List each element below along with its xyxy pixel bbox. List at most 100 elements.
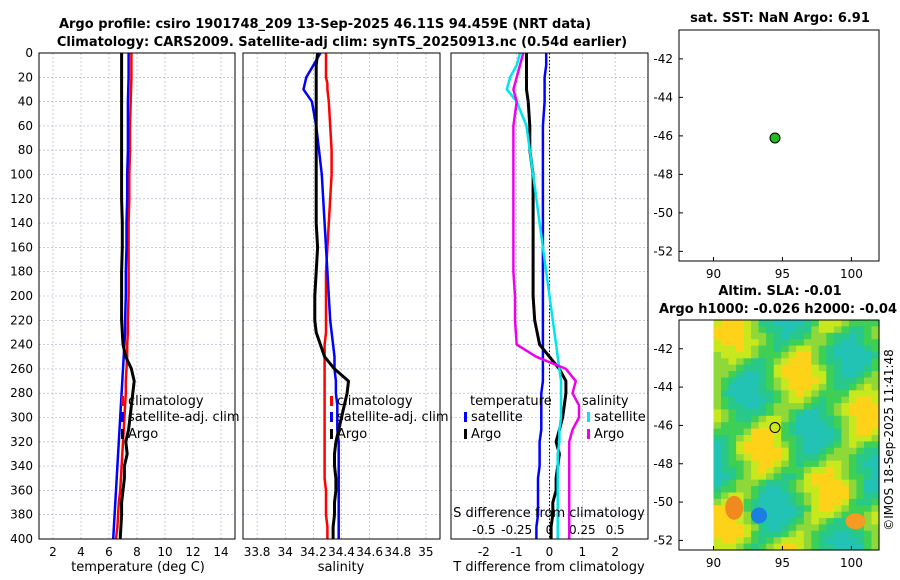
sla-cell [728, 479, 737, 487]
sla-cell [713, 537, 722, 545]
sla-cell [751, 441, 760, 449]
sla-cell [736, 409, 745, 417]
sla-cell [766, 543, 775, 551]
sla-cell [713, 326, 722, 334]
sla-cell [811, 396, 820, 404]
sla-cell [818, 466, 827, 474]
sla-cell [758, 383, 767, 391]
difference-xlabel: T difference from climatology [452, 560, 645, 575]
sla-cell [766, 351, 775, 359]
sla-cell [773, 473, 782, 481]
sla-cell [803, 358, 812, 366]
sla-cell [773, 403, 782, 411]
sla-cell [766, 454, 775, 462]
argo-float-marker [769, 132, 781, 144]
sla-cell [826, 403, 835, 411]
depth-tick-label: 140 [10, 216, 33, 230]
x-tick-label: 34.2 [300, 545, 327, 559]
series-argo [118, 53, 136, 540]
sla-cell [743, 371, 752, 379]
sla-cell [841, 460, 850, 468]
sla-cell [721, 371, 730, 379]
sla-cell [841, 454, 850, 462]
sla-cell [713, 358, 722, 366]
sla-cell [803, 364, 812, 372]
sla-cell [766, 415, 775, 423]
sla-cell [864, 364, 873, 372]
legend-swatch-s-satellite [587, 412, 590, 422]
sla-cell [803, 383, 812, 391]
depth-tick-label: 320 [10, 435, 33, 449]
sla-cell [758, 396, 767, 404]
sla-cell [736, 441, 745, 449]
legend-satellite-adj: satellite-adj. clim [128, 410, 240, 425]
sla-cell [788, 537, 797, 545]
map-y-tick-label: -46 [653, 129, 673, 143]
sla-cell [803, 396, 812, 404]
sla-cell [803, 320, 812, 327]
sla-cell [811, 332, 820, 340]
sla-cell [736, 422, 745, 430]
sla-cell [864, 403, 873, 411]
sla-cell [826, 383, 835, 391]
sla-cell [736, 530, 745, 538]
depth-tick-label: 180 [10, 265, 33, 279]
sla-cell [833, 518, 842, 526]
sla-cell [826, 505, 835, 513]
sla-cell [758, 403, 767, 411]
sla-cell [766, 466, 775, 474]
sla-cell [751, 396, 760, 404]
map-x-tick-label: 90 [706, 267, 721, 281]
sla-cell [713, 435, 722, 442]
sla-cell [713, 454, 722, 462]
sla-cell [773, 364, 782, 372]
x-tick-label: 4 [77, 545, 85, 559]
sla-cell [833, 447, 842, 455]
sla-cell [803, 492, 812, 500]
sla-cell [871, 454, 880, 462]
sla-cell [713, 364, 722, 372]
sla-cell [758, 326, 767, 334]
sla-cell [758, 415, 767, 423]
sla-cell [818, 371, 827, 379]
sla-cell [751, 345, 760, 353]
sla-cell [773, 320, 782, 327]
sla-cell [728, 537, 737, 545]
sla-cell [796, 390, 805, 398]
sla-cell [728, 320, 737, 327]
sla-cell [818, 537, 827, 545]
sla-cell [856, 383, 865, 391]
sla-cell [788, 524, 797, 532]
sla-cell [811, 479, 820, 487]
sla-cell [848, 339, 857, 347]
sla-cell [766, 428, 775, 436]
sla-cell [871, 364, 880, 372]
sla-cell [773, 396, 782, 404]
sla-cell [811, 383, 820, 391]
sla-cell [826, 364, 835, 372]
sla-cell [796, 332, 805, 340]
sla-cell [818, 339, 827, 347]
sla-cell [803, 371, 812, 379]
sla-cell [773, 518, 782, 526]
sla-cell [773, 530, 782, 538]
sla-cell [818, 435, 827, 442]
sla-cell [781, 530, 790, 538]
sla-cell [788, 479, 797, 487]
sla-cell [811, 428, 820, 436]
sla-cell [758, 486, 767, 494]
sla-cell [841, 498, 850, 506]
sla-cell [773, 537, 782, 545]
x-tick-label: 8 [133, 545, 141, 559]
sla-cell [841, 530, 850, 538]
sla-cell [871, 479, 880, 487]
sla-cell [848, 403, 857, 411]
sla-cell [743, 466, 752, 474]
sla-cell [766, 505, 775, 513]
sla-cell [721, 332, 730, 340]
sla-cell [713, 530, 722, 538]
sla-cell [728, 403, 737, 411]
sla-cell [864, 543, 873, 551]
sla-cell [864, 466, 873, 474]
sla-cell [833, 383, 842, 391]
